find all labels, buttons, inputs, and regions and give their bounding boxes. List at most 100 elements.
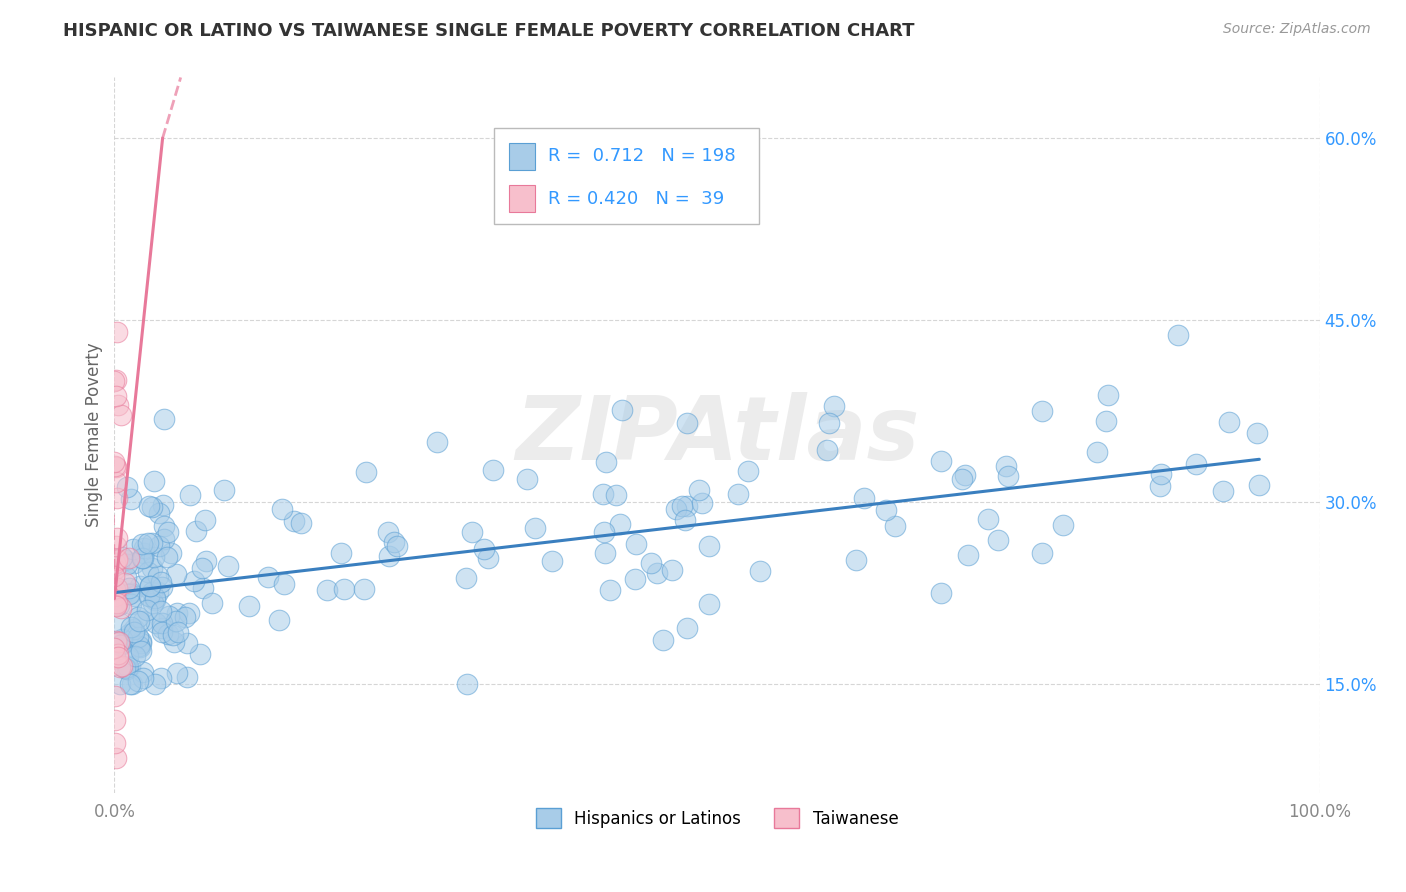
Point (139, 579, 162, 593)
Bar (509, 143, 536, 170)
Point (593, 546, 616, 560)
Point (676, 417, 699, 431)
Point (953, 468, 976, 483)
Point (652, 632, 675, 647)
Point (104, 651, 127, 665)
Point (136, 565, 159, 579)
Point (120, 676, 142, 690)
Point (104, 589, 127, 603)
Point (217, 558, 239, 573)
Point (141, 535, 163, 549)
Point (456, 571, 478, 585)
Point (191, 561, 214, 575)
Bar (509, 186, 536, 212)
Point (107, 648, 129, 662)
Point (675, 621, 697, 635)
Text: R = 0.420   N =  39: R = 0.420 N = 39 (548, 190, 724, 208)
Point (105, 325, 128, 339)
Point (149, 574, 172, 589)
Point (610, 402, 633, 417)
Point (929, 453, 952, 467)
Point (131, 537, 153, 551)
Text: R =  0.712   N = 198: R = 0.712 N = 198 (548, 147, 735, 166)
Point (141, 500, 163, 515)
Point (104, 690, 127, 704)
Point (153, 412, 176, 426)
Point (139, 579, 162, 593)
Point (176, 636, 198, 650)
Point (117, 480, 139, 494)
Point (117, 649, 139, 664)
Point (165, 566, 187, 581)
Point (1085, 445, 1108, 459)
Point (111, 632, 134, 646)
Point (166, 665, 188, 680)
Point (626, 537, 648, 551)
Point (132, 541, 155, 555)
Point (105, 374, 128, 388)
Point (661, 563, 683, 577)
Point (105, 531, 128, 545)
Point (599, 582, 621, 597)
Point (143, 591, 166, 606)
Point (117, 659, 139, 673)
Point (238, 599, 260, 613)
Point (111, 549, 134, 564)
Point (104, 556, 127, 570)
Point (162, 628, 184, 642)
Point (673, 513, 696, 527)
Point (665, 502, 688, 516)
Point (108, 556, 131, 570)
Point (950, 472, 973, 486)
Point (153, 532, 176, 546)
Point (115, 557, 138, 571)
Point (152, 625, 174, 640)
Point (103, 375, 125, 389)
Point (105, 596, 128, 610)
Point (737, 464, 759, 478)
Point (1149, 478, 1171, 492)
Point (127, 673, 149, 688)
Point (152, 498, 174, 512)
Point (815, 442, 838, 457)
Point (647, 566, 669, 580)
FancyBboxPatch shape (494, 128, 759, 224)
Point (148, 539, 170, 553)
Point (110, 638, 132, 652)
Point (159, 545, 181, 559)
Point (595, 455, 617, 469)
Point (122, 622, 145, 636)
Point (131, 671, 153, 685)
Point (1031, 545, 1053, 559)
Point (1184, 457, 1206, 471)
Point (108, 660, 131, 674)
Point (356, 465, 378, 479)
Point (191, 581, 214, 595)
Point (382, 534, 405, 549)
Point (194, 513, 217, 527)
Point (1031, 403, 1053, 417)
Point (688, 483, 710, 497)
Point (316, 583, 339, 598)
Point (141, 584, 163, 599)
Point (477, 550, 499, 565)
Point (131, 551, 153, 566)
Point (105, 540, 128, 554)
Point (378, 549, 401, 563)
Point (105, 581, 128, 595)
Point (118, 582, 141, 596)
Point (157, 627, 180, 641)
Legend: Hispanics or Latinos, Taiwanese: Hispanics or Latinos, Taiwanese (529, 802, 905, 834)
Point (330, 546, 353, 560)
Point (104, 633, 127, 648)
Point (129, 644, 152, 658)
Point (145, 616, 167, 631)
Point (143, 474, 166, 488)
Point (676, 499, 699, 513)
Point (1246, 426, 1268, 441)
Point (183, 574, 205, 589)
Point (148, 569, 170, 583)
Point (976, 512, 998, 526)
Point (115, 569, 138, 583)
Point (333, 582, 356, 596)
